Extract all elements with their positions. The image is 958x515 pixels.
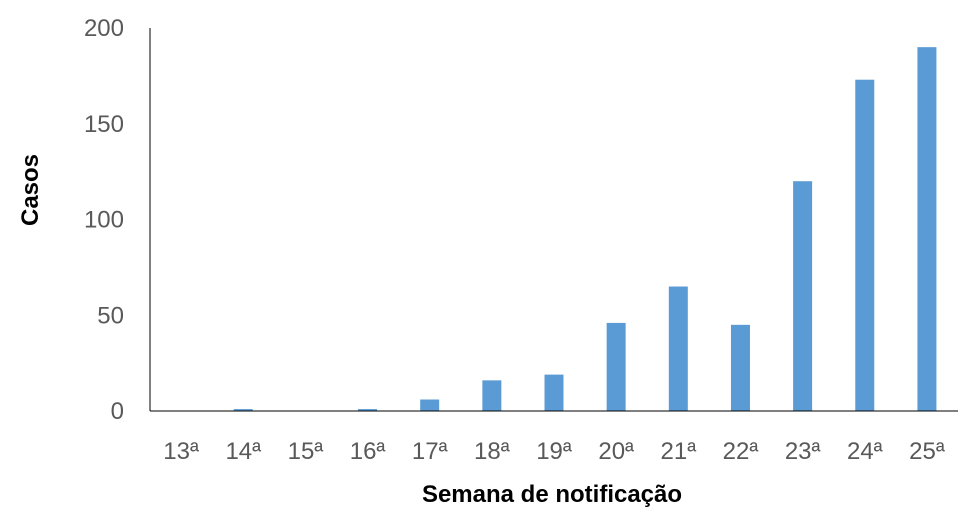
x-tick-label: 15ª (288, 438, 324, 465)
x-tick-label: 22ª (723, 438, 759, 465)
y-tick-label: 150 (84, 111, 124, 138)
y-tick-label: 50 (97, 302, 124, 329)
x-tick-label: 17ª (412, 438, 448, 465)
x-tick-label: 13ª (163, 438, 199, 465)
x-tick-label: 14ª (225, 438, 261, 465)
bar (606, 322, 626, 411)
x-tick-label: 21ª (661, 438, 697, 465)
y-axis-tick-labels: 0 50 100 150 200 (84, 15, 124, 425)
x-tick-label: 25ª (909, 438, 945, 465)
bar (233, 409, 253, 411)
bar (793, 181, 813, 411)
x-tick-label: 24ª (847, 438, 883, 465)
bar (855, 79, 875, 411)
bar (544, 374, 564, 411)
y-axis-title: Casos (17, 154, 44, 226)
x-tick-label: 20ª (598, 438, 634, 465)
x-axis-tick-labels: 13ª 14ª 15ª 16ª 17ª 18ª 19ª 20ª 21ª 22ª 23ª 24ª 25ª (163, 438, 945, 465)
bar-series (233, 47, 937, 412)
bar (917, 47, 937, 412)
bar (482, 380, 502, 411)
x-tick-label: 18ª (474, 438, 510, 465)
x-tick-label: 23ª (785, 438, 821, 465)
bar (358, 409, 378, 411)
y-tick-label: 100 (84, 207, 124, 234)
bar (730, 324, 750, 411)
x-axis-title: Semana de notificação (422, 481, 682, 508)
x-tick-label: 19ª (536, 438, 572, 465)
y-tick-label: 200 (84, 15, 124, 42)
bar (668, 286, 688, 411)
y-tick-label: 0 (111, 398, 124, 425)
bar (420, 399, 440, 411)
x-tick-label: 16ª (350, 438, 386, 465)
